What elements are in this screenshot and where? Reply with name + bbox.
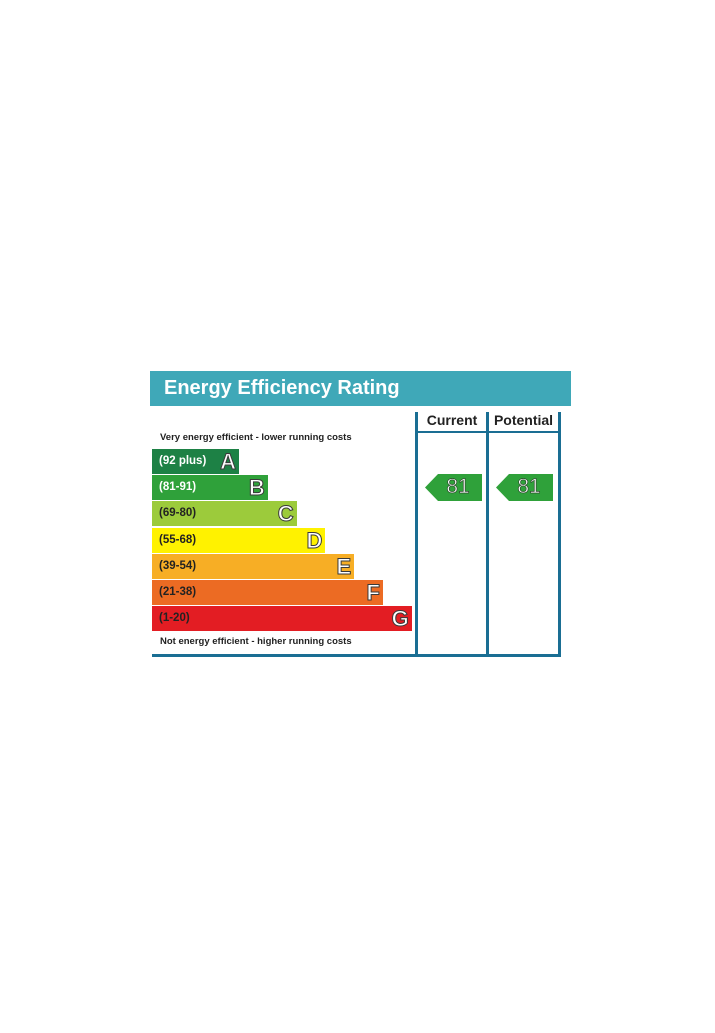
- column-header-potential: Potential: [493, 412, 554, 428]
- rating-value-potential: 81: [517, 475, 541, 499]
- band-range-label: (1-20): [159, 612, 190, 625]
- band-e: (39-54) E: [152, 553, 355, 579]
- band-letter: A: [220, 449, 237, 475]
- bottom-note: Not energy efficient - higher running co…: [160, 636, 352, 647]
- band-letter: G: [391, 606, 409, 632]
- band-a: (92 plus) A: [152, 449, 239, 475]
- band-g: (1-20) G: [152, 606, 412, 632]
- energy-efficiency-chart: Energy Efficiency Rating Current Potenti…: [150, 371, 571, 658]
- band-range-label: (21-38): [159, 586, 197, 598]
- title-bar: Energy Efficiency Rating: [150, 371, 571, 406]
- divider-left: [415, 412, 418, 656]
- chart-title: Energy Efficiency Rating: [164, 377, 400, 399]
- divider-middle: [486, 412, 489, 656]
- band-letter: E: [336, 553, 352, 579]
- band-range-label: (39-54): [159, 559, 197, 572]
- band-letter: F: [366, 580, 380, 606]
- band-letter: D: [306, 527, 323, 553]
- band-range-label: (92 plus): [159, 455, 207, 467]
- band-letter: B: [248, 475, 265, 501]
- arrow-current: 81: [425, 474, 483, 502]
- band-f: (21-38) F: [152, 580, 383, 606]
- band-c: (69-80) C: [152, 501, 297, 527]
- header-underline: [415, 431, 561, 433]
- band-range-label: (81-91): [159, 481, 197, 494]
- band-range-label: (55-68): [159, 533, 197, 546]
- top-note: Very energy efficient - lower running co…: [160, 432, 352, 443]
- column-header-current: Current: [426, 412, 478, 428]
- band-letter: C: [277, 501, 294, 527]
- bottom-border: [152, 654, 561, 657]
- arrow-potential: 81: [496, 474, 554, 502]
- band-range-label: (69-80): [159, 507, 197, 520]
- band-b: (81-91) B: [152, 475, 268, 501]
- rating-value-current: 81: [446, 475, 470, 499]
- divider-right: [558, 412, 561, 656]
- band-d: (55-68) D: [152, 527, 326, 553]
